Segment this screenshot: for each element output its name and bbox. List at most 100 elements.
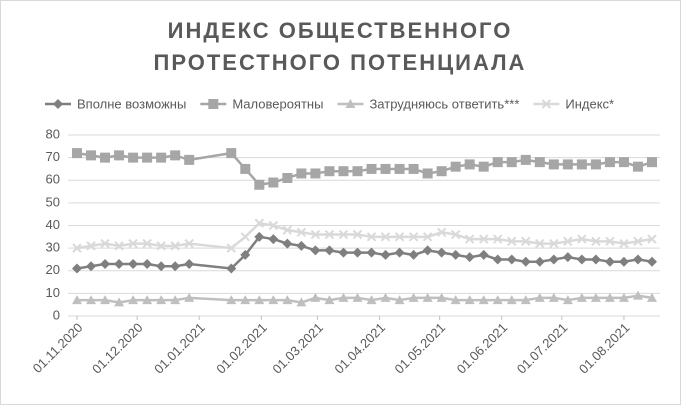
data-point [268, 295, 279, 305]
data-point [366, 247, 377, 258]
y-tick-label: 60 [46, 172, 60, 187]
data-point [478, 234, 489, 244]
data-point [590, 292, 601, 302]
data-point [72, 295, 82, 305]
data-point [380, 292, 391, 302]
data-point [142, 152, 153, 163]
data-point [436, 292, 447, 302]
data-point [128, 258, 139, 269]
data-point [618, 157, 629, 168]
legend-marker [345, 99, 356, 108]
series-line [76, 151, 653, 187]
data-point [464, 252, 475, 263]
data-point [436, 227, 447, 237]
data-point [156, 261, 167, 272]
legend-marker [541, 99, 552, 109]
data-point [114, 241, 124, 251]
data-point [170, 150, 181, 161]
data-point [576, 254, 587, 265]
data-point [478, 295, 489, 305]
data-point [352, 292, 363, 302]
data-point [632, 254, 643, 265]
data-point [394, 232, 405, 242]
data-point [86, 261, 97, 272]
data-point [633, 236, 643, 247]
data-point [647, 256, 657, 267]
data-point [86, 241, 96, 251]
data-point [590, 159, 601, 170]
data-point [618, 256, 629, 267]
data-point [408, 249, 419, 260]
data-point [464, 295, 475, 305]
data-point [170, 241, 180, 251]
data-point [408, 292, 419, 302]
data-point [142, 295, 153, 305]
data-point [604, 157, 615, 168]
data-point [464, 234, 475, 244]
data-point [296, 297, 307, 307]
data-point [506, 254, 517, 265]
chart-title: ИНДЕКС ОБЩЕСТВЕННОГО ПРОТЕСТНОГО ПОТЕНЦИА… [154, 18, 527, 75]
data-point [520, 154, 531, 165]
data-point [422, 168, 433, 179]
data-point [86, 150, 97, 161]
data-point [591, 236, 601, 247]
data-point [520, 256, 531, 267]
data-point [268, 220, 279, 231]
data-point [366, 232, 377, 242]
data-point [100, 295, 111, 305]
data-point [352, 229, 363, 240]
data-point [380, 232, 391, 242]
data-point [647, 292, 657, 302]
y-tick-label: 10 [46, 285, 60, 300]
data-point [282, 172, 293, 183]
legend-marker [208, 99, 219, 109]
data-point [282, 295, 293, 305]
data-point [394, 247, 405, 258]
data-point [563, 236, 573, 247]
y-tick-label: 70 [46, 149, 60, 164]
data-point [493, 234, 503, 244]
data-point [647, 234, 657, 244]
data-point [366, 295, 377, 305]
data-point [114, 297, 125, 307]
data-point [422, 232, 433, 242]
data-point [72, 148, 82, 159]
data-point [184, 238, 194, 249]
data-point [128, 295, 139, 305]
data-point [632, 161, 643, 172]
data-point [128, 152, 139, 163]
data-point [128, 238, 138, 249]
legend-label: Вполне возможны [77, 96, 186, 111]
data-point [436, 247, 447, 258]
data-point [380, 163, 391, 174]
data-point [562, 252, 573, 263]
data-point [492, 254, 503, 265]
data-point [450, 249, 461, 260]
data-point [450, 295, 461, 305]
data-point [520, 295, 531, 305]
data-point [86, 295, 97, 305]
data-point [408, 232, 419, 242]
data-point [338, 229, 349, 240]
legend-label: Затрудняюсь ответить*** [369, 96, 519, 111]
data-point [72, 263, 82, 274]
y-tick-label: 20 [46, 262, 60, 277]
y-tick-label: 40 [46, 217, 60, 232]
data-point [590, 254, 601, 265]
data-point [170, 295, 181, 305]
data-point [324, 245, 335, 256]
data-point [226, 243, 236, 253]
data-point [604, 292, 615, 302]
data-point [632, 290, 643, 300]
y-tick-label: 50 [46, 194, 60, 209]
data-point [226, 263, 237, 274]
data-point [324, 229, 335, 240]
data-point [268, 234, 279, 245]
data-point [296, 240, 307, 251]
data-point [100, 152, 111, 163]
data-point [436, 166, 447, 177]
data-point [100, 258, 111, 269]
data-point [310, 168, 321, 179]
data-point [268, 177, 279, 188]
